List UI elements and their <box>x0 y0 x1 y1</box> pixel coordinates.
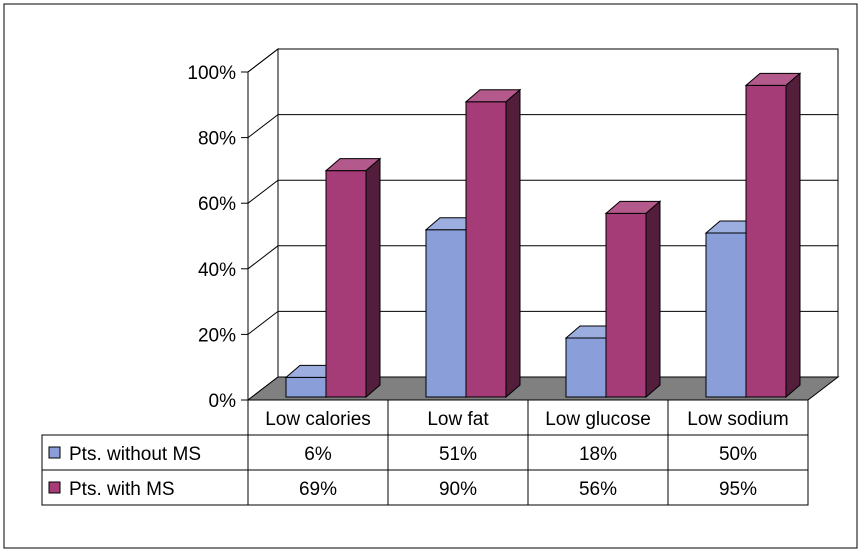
bar-front <box>605 212 647 398</box>
data-label: 95% <box>719 479 757 500</box>
data-label: 69% <box>299 479 337 500</box>
bar-front <box>705 232 747 398</box>
bar-front <box>325 170 367 398</box>
legend-swatch <box>48 481 61 494</box>
table-cell <box>387 434 529 471</box>
legend-label: Pts. without MS <box>69 444 201 465</box>
data-label: 56% <box>579 479 617 500</box>
side-wall <box>247 47 279 402</box>
category-label: Low sodium <box>687 409 788 430</box>
table-cell <box>247 469 389 506</box>
bar-side <box>645 200 661 399</box>
table-cell <box>667 469 809 506</box>
data-label: 18% <box>579 444 617 465</box>
plot-area: 0% 20% 40% 60% 80% 100% <box>187 47 840 412</box>
category-label: Low calories <box>265 409 371 430</box>
legend-label: Pts. with MS <box>69 479 175 500</box>
y-tick-label: 40% <box>198 260 236 281</box>
bar-front <box>285 376 327 398</box>
data-table: Low calories Low fat Low glucose Low sodium… <box>41 399 809 506</box>
bar-front <box>465 101 507 398</box>
y-tick-label: 60% <box>198 194 236 215</box>
category-label: Low glucose <box>545 409 651 430</box>
table-cell <box>527 434 669 471</box>
y-tick-label: 20% <box>198 325 236 346</box>
gridline <box>247 48 838 73</box>
bar-front <box>745 84 787 398</box>
category-label: Low fat <box>427 409 489 430</box>
table-cell <box>41 469 249 506</box>
y-tick-label: 100% <box>187 63 236 84</box>
table-cell <box>247 399 389 436</box>
table-cell <box>527 469 669 506</box>
data-label: 50% <box>719 444 757 465</box>
table-cell <box>41 434 249 471</box>
data-label: 51% <box>439 444 477 465</box>
y-tick-label: 80% <box>198 129 236 150</box>
table-cell <box>387 469 529 506</box>
bar-side <box>505 88 521 399</box>
table-cell <box>247 434 389 471</box>
data-label: 90% <box>439 479 477 500</box>
legend-swatch <box>48 446 61 459</box>
y-tick-label: 0% <box>209 391 237 412</box>
bar-side <box>785 72 801 399</box>
table-cell <box>667 434 809 471</box>
gridline <box>247 114 838 138</box>
bar-front <box>565 337 607 398</box>
gridline <box>247 179 838 204</box>
data-label: 6% <box>304 444 332 465</box>
bar-front <box>425 229 467 398</box>
bar-side <box>365 157 381 399</box>
